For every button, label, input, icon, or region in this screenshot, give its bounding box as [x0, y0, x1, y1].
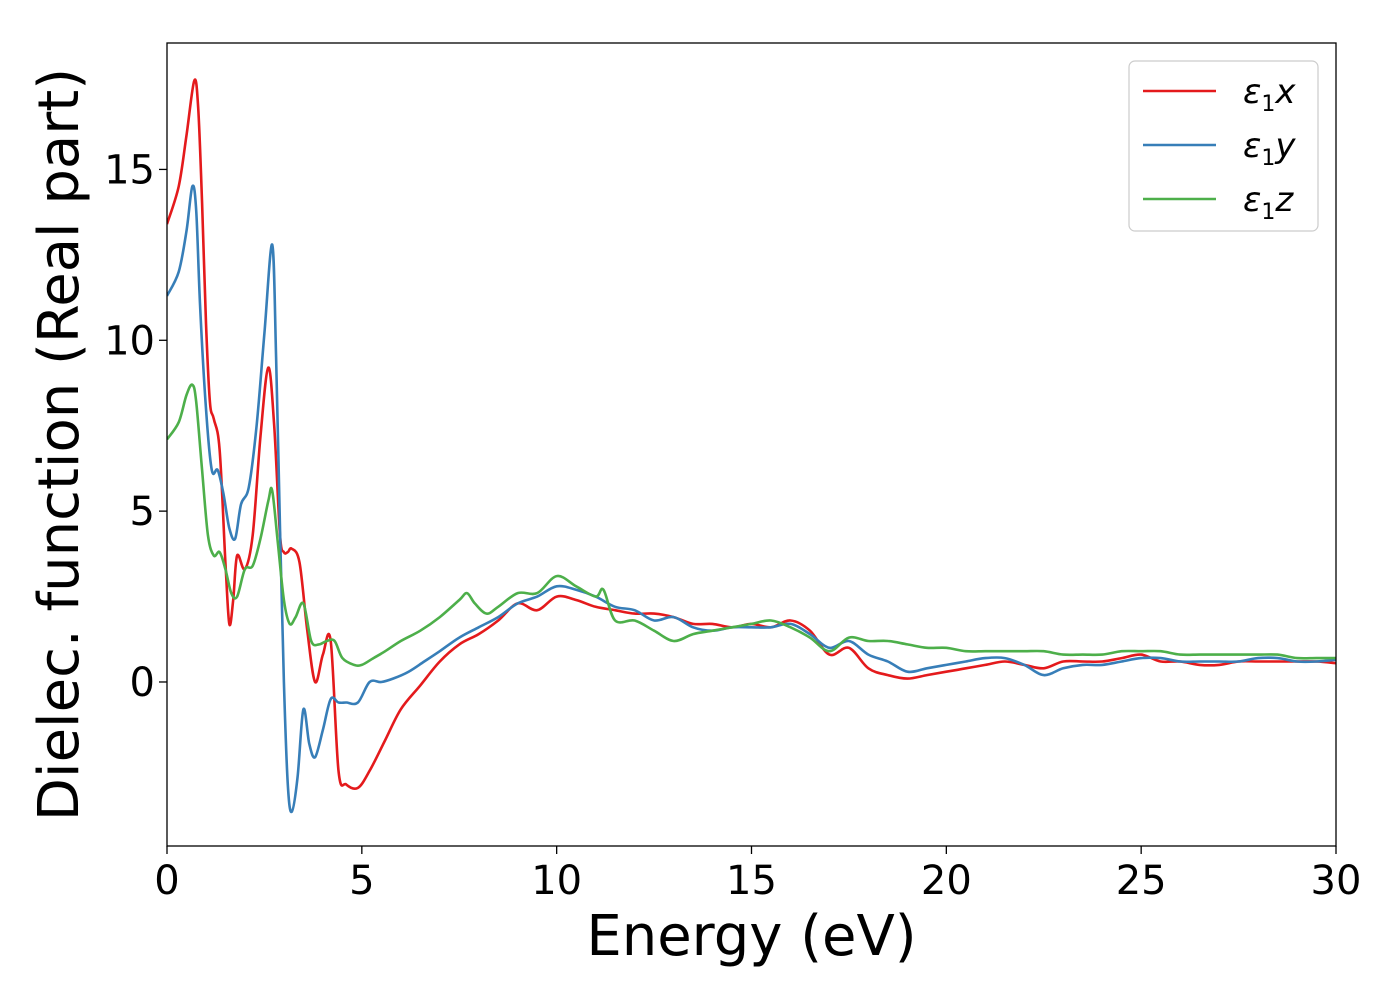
- x-tick-label: 5: [349, 858, 374, 904]
- series-line-y: [167, 184, 1336, 814]
- x-tick-label: 20: [921, 858, 972, 904]
- legend-label-y: ε1y: [1243, 126, 1296, 171]
- x-tick-label: 0: [154, 858, 179, 904]
- x-tick-label: 10: [531, 858, 582, 904]
- y-axis: 0 5 10 15: [104, 147, 167, 706]
- y-tick-label: 10: [104, 318, 155, 364]
- y-tick-label: 0: [130, 660, 155, 706]
- series-line-x: [167, 78, 1336, 791]
- legend-label-z: ε1z: [1243, 180, 1294, 225]
- x-tick-label: 30: [1311, 858, 1362, 904]
- x-axis: 0 5 10 15 20 25 30: [154, 846, 1361, 904]
- x-axis-title: Energy (eV): [586, 904, 916, 969]
- legend-label-x: ε1x: [1243, 72, 1296, 117]
- series-line-z: [167, 383, 1336, 668]
- legend: ε1x ε1y ε1z: [1128, 60, 1319, 232]
- x-tick-label: 15: [726, 858, 777, 904]
- y-tick-label: 5: [130, 489, 155, 535]
- plot-area: [167, 78, 1336, 814]
- y-axis-title: Dielec. function (Real part): [27, 68, 92, 821]
- legend-box: [1128, 60, 1319, 232]
- x-tick-label: 25: [1116, 858, 1167, 904]
- y-tick-label: 15: [104, 147, 155, 193]
